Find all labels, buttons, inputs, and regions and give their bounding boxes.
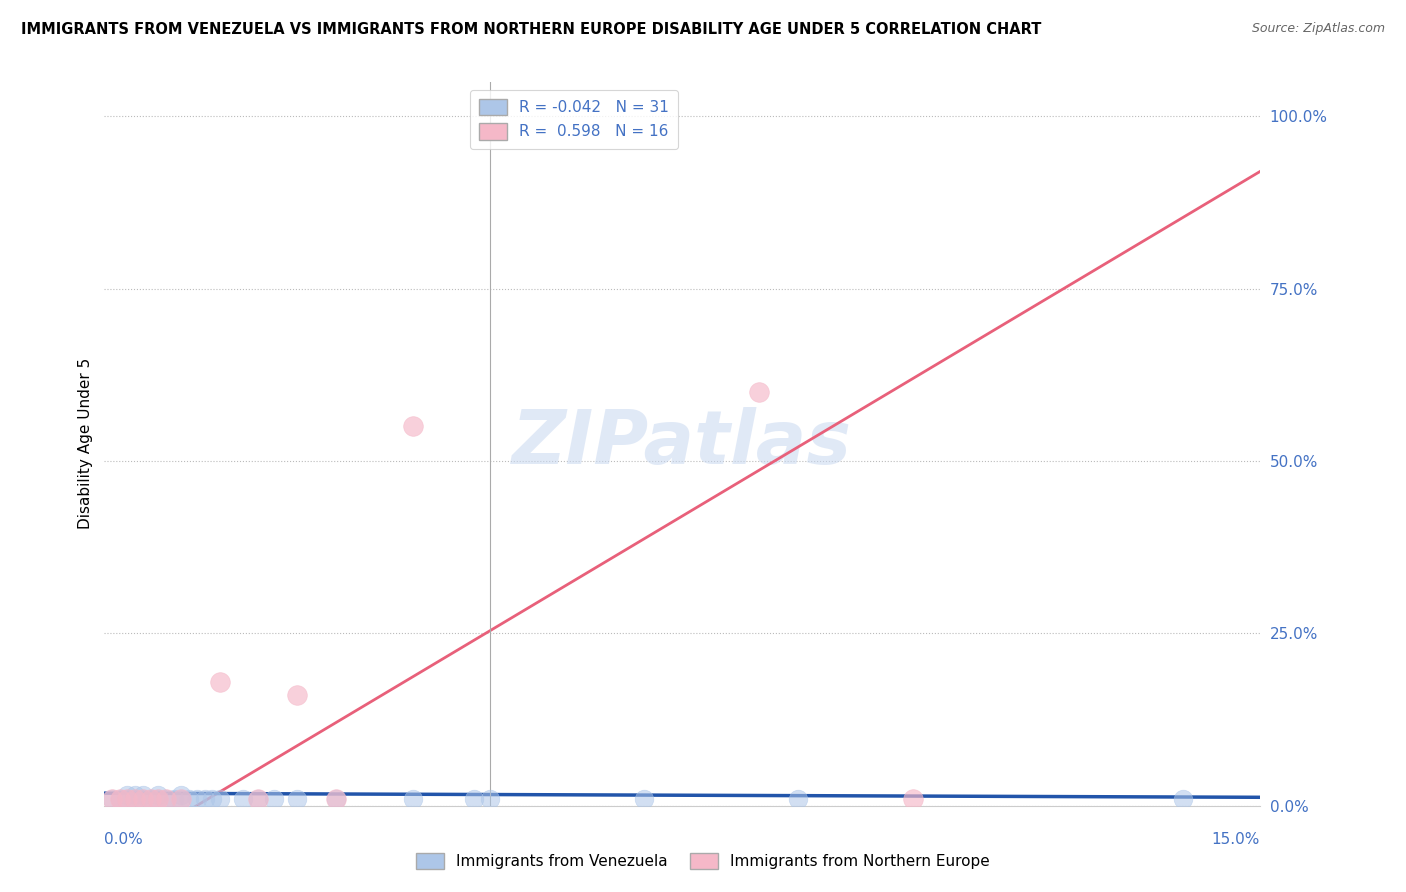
Point: [247, 791, 270, 805]
Point: [132, 791, 155, 805]
Point: [478, 791, 501, 805]
Point: [163, 791, 186, 805]
Point: [401, 791, 423, 805]
Point: [170, 791, 193, 805]
Point: [786, 791, 808, 805]
Point: [325, 791, 347, 805]
Point: [208, 791, 231, 805]
Point: [903, 791, 925, 805]
Point: [325, 791, 347, 805]
Point: [748, 385, 770, 400]
Point: [124, 789, 146, 803]
Point: [108, 791, 131, 805]
Point: [108, 791, 131, 805]
Point: [208, 674, 231, 689]
Point: [193, 791, 215, 805]
Point: [285, 688, 308, 702]
Text: IMMIGRANTS FROM VENEZUELA VS IMMIGRANTS FROM NORTHERN EUROPE DISABILITY AGE UNDE: IMMIGRANTS FROM VENEZUELA VS IMMIGRANTS …: [21, 22, 1042, 37]
Point: [179, 791, 201, 805]
Point: [139, 791, 162, 805]
Point: [285, 791, 308, 805]
Point: [148, 789, 170, 803]
Point: [117, 789, 139, 803]
Point: [124, 791, 146, 805]
Text: 0.0%: 0.0%: [104, 832, 143, 847]
Point: [232, 791, 254, 805]
Text: Source: ZipAtlas.com: Source: ZipAtlas.com: [1251, 22, 1385, 36]
Point: [139, 791, 162, 805]
Point: [401, 419, 423, 434]
Point: [117, 791, 139, 805]
Point: [186, 791, 208, 805]
Point: [263, 791, 285, 805]
Point: [170, 789, 193, 803]
Point: [132, 791, 155, 805]
Text: 15.0%: 15.0%: [1212, 832, 1260, 847]
Point: [155, 791, 177, 805]
Text: ZIPatlas: ZIPatlas: [512, 408, 852, 480]
Legend: Immigrants from Venezuela, Immigrants from Northern Europe: Immigrants from Venezuela, Immigrants fr…: [411, 847, 995, 875]
Point: [117, 791, 139, 805]
Y-axis label: Disability Age Under 5: Disability Age Under 5: [79, 358, 93, 529]
Point: [148, 791, 170, 805]
Point: [155, 791, 177, 805]
Point: [101, 791, 124, 805]
Point: [633, 791, 655, 805]
Point: [170, 791, 193, 805]
Point: [1171, 791, 1194, 805]
Point: [148, 791, 170, 805]
Point: [201, 791, 224, 805]
Point: [101, 791, 124, 805]
Legend: R = -0.042   N = 31, R =  0.598   N = 16: R = -0.042 N = 31, R = 0.598 N = 16: [470, 89, 678, 149]
Point: [463, 791, 485, 805]
Point: [132, 789, 155, 803]
Point: [247, 791, 270, 805]
Point: [124, 791, 146, 805]
